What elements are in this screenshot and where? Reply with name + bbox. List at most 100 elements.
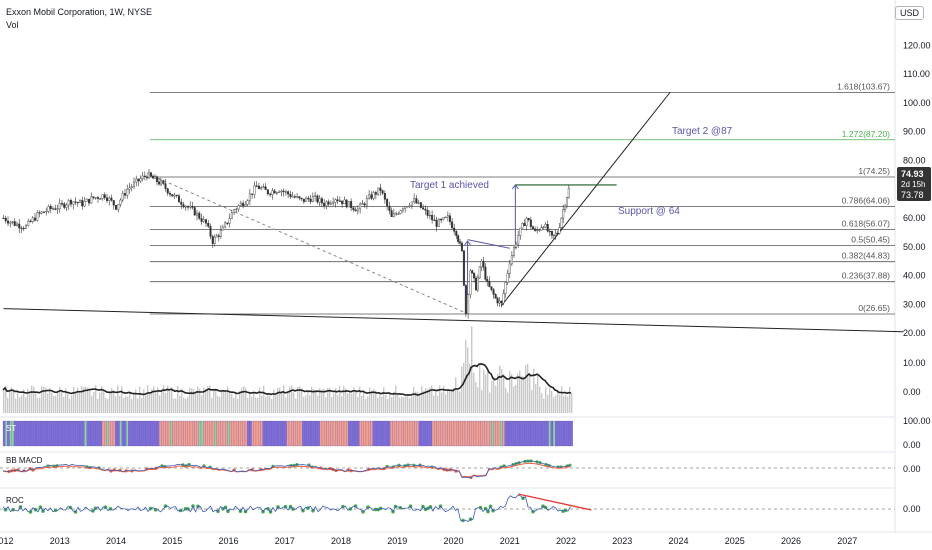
volume-bar [383, 387, 385, 413]
candle-body [237, 205, 240, 210]
candle-body [175, 194, 178, 197]
fib-level-label: 0.382(44.83) [842, 251, 890, 261]
candle-body [253, 185, 256, 195]
candle-body [2, 217, 5, 220]
volume-bar [455, 377, 457, 413]
volume-bar [323, 388, 325, 413]
candle-body [289, 193, 292, 197]
st-bar [123, 420, 127, 447]
candle-body [336, 199, 339, 202]
st-bar [427, 420, 430, 447]
volume-bar [131, 398, 133, 413]
st-bar [451, 420, 455, 447]
candle-body [198, 212, 201, 219]
volume-bar [189, 388, 191, 413]
volume-bar [411, 396, 413, 413]
chart-title: Exxon Mobil Corporation, 1W, NYSE [6, 7, 153, 17]
volume-bar [67, 394, 69, 413]
volume-bar [523, 376, 525, 413]
candle-body [399, 210, 402, 214]
candle-body [475, 277, 478, 291]
volume-bar [39, 397, 41, 413]
volume-bar [361, 395, 363, 413]
candle-body [345, 199, 348, 208]
volume-bar [309, 395, 311, 413]
st-bar [159, 420, 162, 447]
volume-bar [485, 374, 487, 413]
volume-zero-tick: 0.00 [903, 387, 921, 397]
st-bar [22, 420, 26, 447]
candle-body [486, 279, 489, 282]
st-bar [365, 420, 369, 447]
candle-body [166, 188, 169, 194]
candle-body [164, 183, 167, 189]
volume-bar [559, 394, 561, 413]
st-bar [95, 420, 98, 447]
volume-bar [45, 387, 47, 413]
volume-bar [207, 386, 209, 413]
volume-bar [571, 392, 573, 413]
st-bar [112, 420, 116, 447]
volume-bar [543, 398, 545, 413]
volume-bar [95, 385, 97, 413]
st-bar [396, 420, 400, 447]
volume-bar [447, 389, 449, 413]
candle-body [157, 181, 160, 185]
st-bar [383, 420, 386, 447]
volume-bar [345, 388, 347, 413]
volume-bar [339, 386, 341, 413]
candle-body [101, 194, 104, 199]
volume-bar [179, 395, 181, 413]
volume-bar [259, 387, 261, 413]
volume-bar [553, 397, 555, 413]
st-bar [502, 420, 505, 447]
volume-bar [401, 396, 403, 413]
volume-bar [429, 387, 431, 413]
volume-bar [111, 388, 113, 413]
volume-bar [21, 395, 23, 413]
volume-bar [109, 390, 111, 413]
st-bar [33, 420, 37, 447]
candle-body [180, 201, 183, 205]
candle-body [269, 193, 272, 195]
st-bar [491, 420, 494, 447]
volume-bar [115, 396, 117, 413]
candle-body [309, 198, 312, 203]
st-bar [88, 420, 92, 447]
st-bar [434, 420, 437, 447]
candle-body [431, 214, 434, 221]
volume-bar [255, 397, 257, 413]
currency-button[interactable]: USD [894, 6, 924, 20]
candle-body [440, 219, 443, 221]
st-bar [209, 420, 213, 447]
candle-body [529, 219, 532, 227]
candle-body [467, 294, 470, 314]
st-bar [24, 420, 28, 447]
candle-body [74, 201, 77, 203]
st-bar [530, 420, 534, 447]
candle-body [512, 247, 515, 256]
volume-bar [563, 396, 565, 413]
st-bar [181, 420, 184, 447]
candle-body [492, 289, 495, 295]
st-bar [497, 420, 501, 447]
volume-bar [41, 386, 43, 413]
volume-bar [451, 389, 453, 413]
candle-body [257, 185, 260, 190]
st-bar [55, 420, 59, 447]
candle-body [392, 213, 395, 217]
st-bar [332, 420, 336, 447]
volume-y-tick: 10.00 [903, 358, 926, 368]
volume-bar [217, 395, 219, 413]
st-bar [379, 420, 382, 447]
st-bar [57, 420, 61, 447]
st-bar [143, 420, 147, 447]
volume-bar [33, 386, 35, 413]
st-bar [238, 420, 241, 447]
volume-bar [251, 396, 253, 413]
candle-body [538, 229, 541, 231]
fib-level-label: 1(74.25) [858, 166, 890, 176]
candle-body [502, 293, 505, 304]
x-tick-label: 2024 [668, 536, 688, 546]
